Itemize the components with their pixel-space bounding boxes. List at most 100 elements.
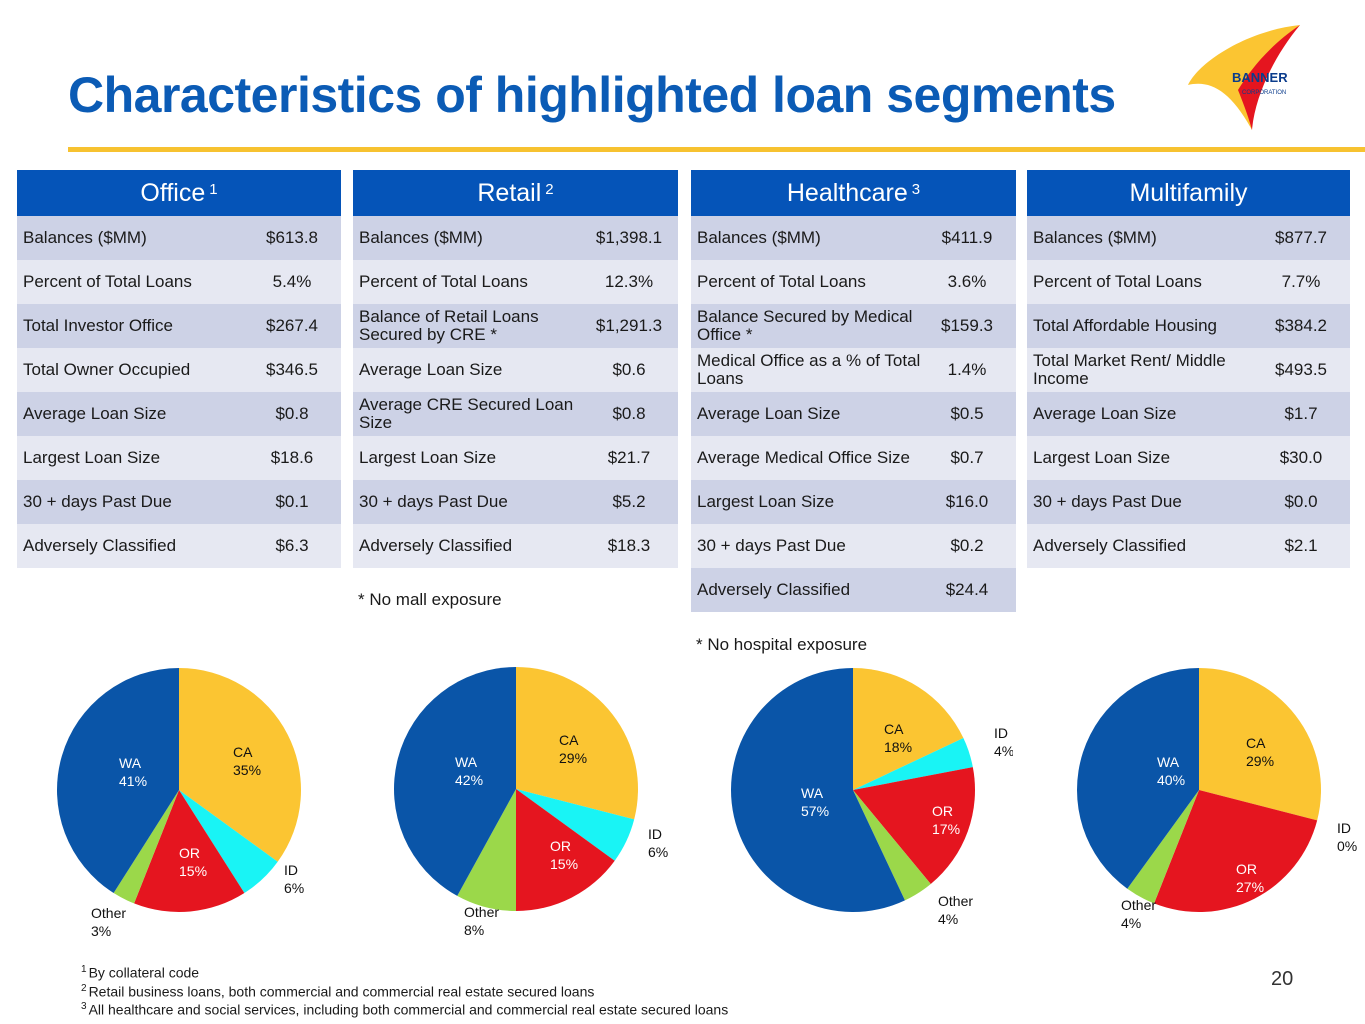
row-label: Adversely Classified	[23, 536, 177, 555]
row-label: Adversely Classified	[697, 580, 851, 599]
table-healthcare: Healthcare 3 Balances ($MM) $411.9 Percent o…	[691, 170, 1016, 612]
pie-label-category: CA	[1246, 735, 1266, 751]
row-value: $493.5	[1275, 360, 1327, 379]
table-title: Retail	[477, 178, 542, 207]
pie-label-value: 29%	[1246, 753, 1274, 769]
row-label: Average Loan Size	[697, 404, 841, 423]
svg-text:BANNER: BANNER	[1232, 70, 1288, 85]
row-label: 30 + days Past Due	[1033, 492, 1182, 511]
footnote: 3 All healthcare and social services, inc…	[81, 999, 728, 1018]
pie-label-value: 0%	[1337, 838, 1357, 854]
row-label: Total Market Rent/ Middle Income	[1033, 351, 1226, 388]
row-value: 7.7%	[1281, 272, 1321, 291]
footnote-text: All healthcare and social services, incl…	[88, 1001, 729, 1018]
pie-label-category: Other	[464, 904, 499, 920]
row-value: $0.8	[275, 404, 309, 423]
pie-label-category: WA	[455, 754, 478, 770]
row-label: Average Medical Office Size	[697, 448, 910, 467]
row-value: $18.6	[270, 448, 314, 467]
pie-label-value: 17%	[932, 821, 960, 837]
pie-label-category: CA	[559, 732, 579, 748]
row-label: Adversely Classified	[1033, 536, 1187, 555]
table-row: Largest Loan Size $18.6	[17, 436, 341, 480]
pie-chart-multifamily: CA 29% ID 0% OR 27% Other 4% WA 40%	[1077, 668, 1357, 931]
pie-slice-ca	[516, 667, 638, 820]
row-label: Balance Secured by Medical Office *	[697, 307, 913, 344]
pie-label-value: 27%	[1236, 879, 1264, 895]
pie-label-value: 6%	[284, 880, 304, 896]
table-row: Average Loan Size $0.8	[17, 392, 341, 436]
pie-slice-ca	[853, 668, 964, 790]
row-label: Balances ($MM)	[1033, 228, 1157, 247]
pie-label-category: Other	[938, 893, 973, 909]
row-value: $877.7	[1275, 228, 1327, 247]
table-row: Adversely Classified $18.3	[353, 524, 678, 568]
pie-slice-wa	[394, 667, 516, 896]
table-multifamily: Multifamily Balances ($MM) $877.7 Percent o…	[1027, 170, 1350, 568]
table-row: Largest Loan Size $21.7	[353, 436, 678, 480]
row-value: $346.5	[266, 360, 318, 379]
table-row: Balances ($MM) $613.8	[17, 216, 341, 260]
footnote-text: By collateral code	[88, 964, 200, 981]
row-value: $1.7	[1284, 404, 1318, 423]
footnote: 2 Retail business loans, both commercial …	[81, 981, 728, 1000]
table-row: Balances ($MM) $411.9	[691, 216, 1016, 260]
table-row: Balances ($MM) $1,398.1	[353, 216, 678, 260]
footnote-number: 2	[81, 982, 87, 994]
row-value: $0.2	[950, 536, 984, 555]
pie-slice-other	[457, 789, 516, 911]
table-row: Percent of Total Loans 5.4%	[17, 260, 341, 304]
table-row: Total Investor Office $267.4	[17, 304, 341, 348]
row-label: Balances ($MM)	[359, 228, 483, 247]
table-note: * No hospital exposure	[696, 635, 868, 654]
row-value: $0.1	[275, 492, 309, 511]
table-row: Largest Loan Size $30.0	[1027, 436, 1350, 480]
table-row: Balance Secured by Medical Office * $159.…	[691, 304, 1016, 348]
row-value: $1,291.3	[595, 316, 663, 335]
pie-label-value: 4%	[1121, 915, 1141, 931]
pie-chart-retail: CA 29% ID 6% OR 15% Other 8% WA 42%	[394, 667, 668, 938]
row-value: $1,398.1	[595, 228, 663, 247]
pie-slice-id	[853, 738, 973, 790]
table-row: Percent of Total Loans 12.3%	[353, 260, 678, 304]
footnote-number: 1	[81, 964, 87, 975]
row-value: $2.1	[1284, 536, 1318, 555]
row-value: $411.9	[941, 228, 993, 247]
row-label: 30 + days Past Due	[23, 492, 172, 511]
pie-slice-or	[516, 789, 615, 911]
table-header: Healthcare 3	[691, 170, 1016, 216]
svg-text:CORPORATION: CORPORATION	[1242, 90, 1286, 96]
pie-label-category: OR	[179, 845, 200, 861]
table-title: Multifamily	[1129, 178, 1248, 207]
pie-slice-other	[113, 790, 179, 904]
row-label: Balances ($MM)	[23, 228, 147, 247]
row-label: 30 + days Past Due	[359, 492, 508, 511]
row-label: Total Owner Occupied	[23, 360, 191, 379]
row-label: Average CRE Secured Loan Size	[359, 395, 574, 432]
table-row: Percent of Total Loans 7.7%	[1027, 260, 1350, 304]
pie-slice-ca	[1199, 668, 1321, 821]
pie-label-value: 4%	[938, 911, 958, 927]
row-value: $16.0	[945, 492, 989, 511]
pie-label-category: WA	[1157, 754, 1180, 770]
row-value: $0.0	[1284, 492, 1318, 511]
pie-label-category: ID	[994, 725, 1008, 741]
table-note: * No mall exposure	[358, 590, 502, 609]
pie-label-category: ID	[648, 826, 662, 842]
row-label: Total Investor Office	[23, 316, 173, 335]
row-label: Adversely Classified	[359, 536, 513, 555]
row-value: $18.3	[607, 536, 651, 555]
table-row: 30 + days Past Due $5.2	[353, 480, 678, 524]
table-row: Medical Office as a % of Total Loans 1.4%	[691, 348, 1016, 392]
row-value: $0.6	[612, 360, 646, 379]
pie-slice-wa	[57, 668, 180, 894]
row-value: $0.8	[612, 404, 646, 423]
banner-logo: BANNER CORPORATION	[1188, 25, 1300, 130]
pie-label-category: ID	[1337, 820, 1351, 836]
row-label: 30 + days Past Due	[697, 536, 846, 555]
page-number: 20	[1271, 968, 1294, 990]
pie-label-category: OR	[1236, 861, 1257, 877]
table-row: Balances ($MM) $877.7	[1027, 216, 1350, 260]
row-label: Average Loan Size	[359, 360, 503, 379]
row-label: Percent of Total Loans	[1033, 272, 1202, 291]
